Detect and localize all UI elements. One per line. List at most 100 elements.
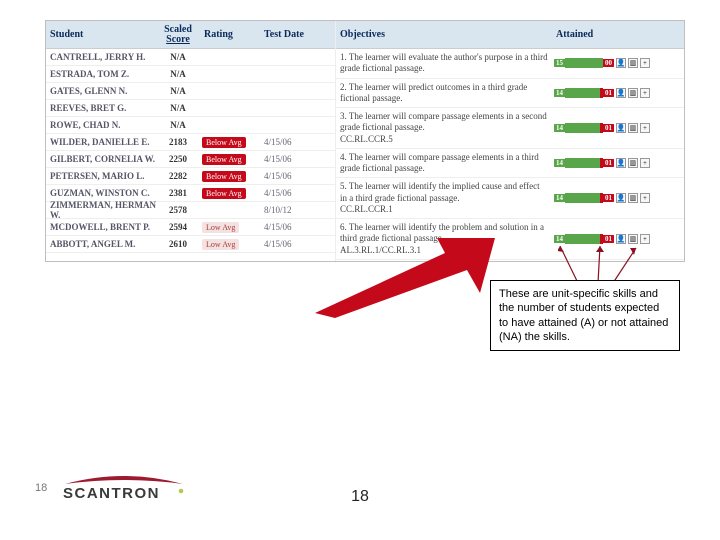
student-name: ESTRADA, TOM Z. xyxy=(46,69,156,79)
student-score: N/A xyxy=(156,87,200,96)
student-date: 4/15/06 xyxy=(260,154,320,164)
attained-pill: 1401 xyxy=(554,234,614,244)
objective-row: 1. The learner will evaluate the author'… xyxy=(336,49,684,79)
hdr-score: ScaledScore xyxy=(156,25,200,45)
attained-cell: 1401👤▥+ xyxy=(552,82,684,105)
student-rating: Below Avg xyxy=(200,137,260,148)
student-name: MCDOWELL, BRENT P. xyxy=(46,222,156,232)
attained-pill: 1401 xyxy=(554,88,614,98)
objective-row: 6. The learner will identify the problem… xyxy=(336,219,684,260)
plus-icon[interactable]: + xyxy=(640,193,650,203)
student-rating: Below Avg xyxy=(200,188,260,199)
objective-row: 7. The learner will analyze characters i… xyxy=(336,260,684,262)
student-score: 2578 xyxy=(156,206,200,215)
objective-text: 6. The learner will identify the problem… xyxy=(336,222,552,256)
student-name: ROWE, CHAD N. xyxy=(46,120,156,130)
student-row: GATES, GLENN N.N/A xyxy=(46,83,335,100)
student-row: PETERSEN, MARIO L.2282Below Avg 4/15/06 xyxy=(46,168,335,185)
objective-text: 2. The learner will predict outcomes in … xyxy=(336,82,552,105)
hdr-student: Student xyxy=(46,29,156,40)
report-panel: Student ScaledScore Rating Test Date CAN… xyxy=(45,20,685,262)
student-name: GATES, GLENN N. xyxy=(46,86,156,96)
student-row: ROWE, CHAD N.N/A xyxy=(46,117,335,134)
student-score: 2282 xyxy=(156,172,200,181)
student-rating: Low Avg xyxy=(200,239,260,250)
students-header: Student ScaledScore Rating Test Date xyxy=(46,21,335,49)
student-name: ABBOTT, ANGEL M. xyxy=(46,239,156,249)
rating-badge: Below Avg xyxy=(202,171,246,182)
plus-icon[interactable]: + xyxy=(640,88,650,98)
student-row: MCDOWELL, BRENT P.2594Low Avg 4/15/06 xyxy=(46,219,335,236)
plus-icon[interactable]: + xyxy=(640,234,650,244)
rating-badge: Below Avg xyxy=(202,188,246,199)
student-score: N/A xyxy=(156,121,200,130)
person-icon[interactable]: 👤 xyxy=(616,193,626,203)
bar-icon[interactable]: ▥ xyxy=(628,234,638,244)
hdr-objectives: Objectives xyxy=(336,29,552,40)
student-row: REEVES, BRET G.N/A xyxy=(46,100,335,117)
student-score: 2250 xyxy=(156,155,200,164)
student-date: 4/15/06 xyxy=(260,222,320,232)
plus-icon[interactable]: + xyxy=(640,123,650,133)
attained-cell: 1500👤▥+ xyxy=(552,52,684,75)
student-row: ABBOTT, ANGEL M.2610Low Avg4/15/06 xyxy=(46,236,335,253)
bar-icon[interactable]: ▥ xyxy=(628,58,638,68)
student-name: GILBERT, CORNELIA W. xyxy=(46,154,156,164)
rating-badge: Low Avg xyxy=(202,239,239,250)
attained-pill: 1401 xyxy=(554,123,614,133)
attained-pill: 1401 xyxy=(554,193,614,203)
person-icon[interactable]: 👤 xyxy=(616,158,626,168)
plus-icon[interactable]: + xyxy=(640,158,650,168)
attained-cell: 1401👤▥+ xyxy=(552,111,684,145)
student-score: 2183 xyxy=(156,138,200,147)
person-icon[interactable]: 👤 xyxy=(616,123,626,133)
rating-badge: Low Avg xyxy=(202,222,239,233)
hdr-rating: Rating xyxy=(200,29,260,40)
bar-icon[interactable]: ▥ xyxy=(628,88,638,98)
objective-row: 3. The learner will compare passage elem… xyxy=(336,108,684,149)
student-name: REEVES, BRET G. xyxy=(46,103,156,113)
person-icon[interactable]: 👤 xyxy=(616,88,626,98)
student-name: WILDER, DANIELLE E. xyxy=(46,137,156,147)
attained-cell: 1401👤▥+ xyxy=(552,152,684,175)
bar-icon[interactable]: ▥ xyxy=(628,158,638,168)
attained-pill: 1500 xyxy=(554,58,614,68)
student-score: N/A xyxy=(156,70,200,79)
page-number-center: 18 xyxy=(0,488,720,506)
person-icon[interactable]: 👤 xyxy=(616,234,626,244)
attained-cell: 1401👤▥+ xyxy=(552,181,684,215)
rating-badge: Below Avg xyxy=(202,137,246,148)
hdr-attained: Attained xyxy=(552,29,684,40)
student-name: ZIMMERMAN, HERMAN W. xyxy=(46,200,156,220)
objective-row: 5. The learner will identify the implied… xyxy=(336,178,684,219)
student-score: 2594 xyxy=(156,223,200,232)
objective-row: 2. The learner will predict outcomes in … xyxy=(336,79,684,109)
student-name: PETERSEN, MARIO L. xyxy=(46,171,156,181)
student-date: 4/15/06 xyxy=(260,171,320,181)
student-name: CANTRELL, JERRY H. xyxy=(46,52,156,62)
student-rating: Low Avg xyxy=(200,222,260,233)
attained-pill: 1401 xyxy=(554,158,614,168)
objectives-table: Objectives Attained 1. The learner will … xyxy=(336,21,684,261)
objective-text: 1. The learner will evaluate the author'… xyxy=(336,52,552,75)
student-score: N/A xyxy=(156,53,200,62)
hdr-date: Test Date xyxy=(260,29,320,40)
student-row: GILBERT, CORNELIA W.2250Below Avg4/15/06 xyxy=(46,151,335,168)
attained-cell: 1401👤▥+ xyxy=(552,222,684,256)
student-date: 8/10/12 xyxy=(260,205,320,215)
callout-box: These are unit-specific skills and the n… xyxy=(490,280,680,351)
student-score: 2381 xyxy=(156,189,200,198)
students-table: Student ScaledScore Rating Test Date CAN… xyxy=(46,21,336,261)
student-row: ESTRADA, TOM Z.N/A xyxy=(46,66,335,83)
person-icon[interactable]: 👤 xyxy=(616,58,626,68)
bar-icon[interactable]: ▥ xyxy=(628,123,638,133)
student-score: N/A xyxy=(156,104,200,113)
objective-text: 4. The learner will compare passage elem… xyxy=(336,152,552,175)
objectives-header: Objectives Attained xyxy=(336,21,684,49)
bar-icon[interactable]: ▥ xyxy=(628,193,638,203)
student-name: GUZMAN, WINSTON C. xyxy=(46,188,156,198)
objective-text: 3. The learner will compare passage elem… xyxy=(336,111,552,145)
objective-text: 5. The learner will identify the implied… xyxy=(336,181,552,215)
student-date: 4/15/06 xyxy=(260,239,320,249)
plus-icon[interactable]: + xyxy=(640,58,650,68)
